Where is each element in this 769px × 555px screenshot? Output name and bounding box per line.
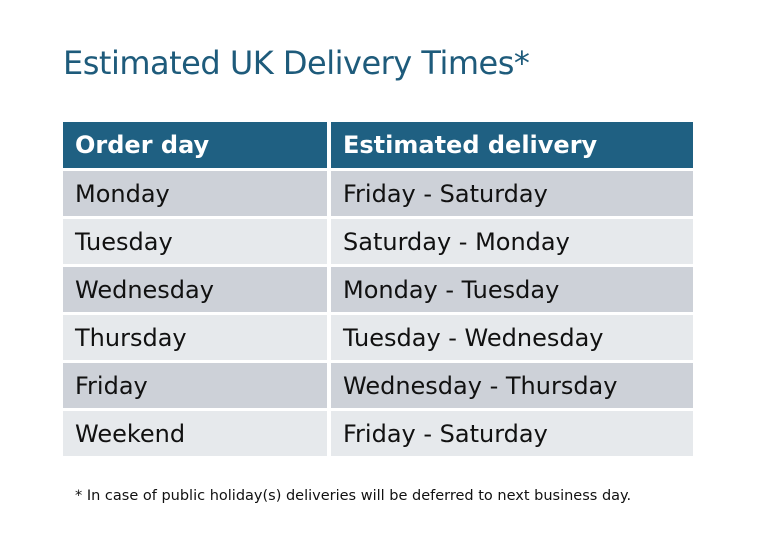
estimated-delivery-cell: Friday - Saturday (331, 411, 693, 456)
header-estimated-delivery: Estimated delivery (331, 122, 693, 168)
order-day-cell: Wednesday (63, 267, 327, 312)
estimated-delivery-cell: Friday - Saturday (331, 171, 693, 216)
estimated-delivery-cell: Saturday - Monday (331, 219, 693, 264)
table-row: Friday Wednesday - Thursday (63, 363, 693, 408)
table-row: Thursday Tuesday - Wednesday (63, 315, 693, 360)
order-day-cell: Thursday (63, 315, 327, 360)
table-row: Wednesday Monday - Tuesday (63, 267, 693, 312)
order-day-cell: Tuesday (63, 219, 327, 264)
table-row: Tuesday Saturday - Monday (63, 219, 693, 264)
table-header-row: Order day Estimated delivery (63, 122, 693, 168)
estimated-delivery-cell: Tuesday - Wednesday (331, 315, 693, 360)
header-order-day: Order day (63, 122, 327, 168)
estimated-delivery-cell: Wednesday - Thursday (331, 363, 693, 408)
order-day-cell: Monday (63, 171, 327, 216)
page-title: Estimated UK Delivery Times* (63, 44, 530, 82)
order-day-cell: Weekend (63, 411, 327, 456)
footnote: * In case of public holiday(s) deliverie… (75, 488, 632, 504)
table-row: Weekend Friday - Saturday (63, 411, 693, 456)
estimated-delivery-cell: Monday - Tuesday (331, 267, 693, 312)
delivery-table: Order day Estimated delivery Monday Frida… (59, 119, 697, 459)
order-day-cell: Friday (63, 363, 327, 408)
table-row: Monday Friday - Saturday (63, 171, 693, 216)
